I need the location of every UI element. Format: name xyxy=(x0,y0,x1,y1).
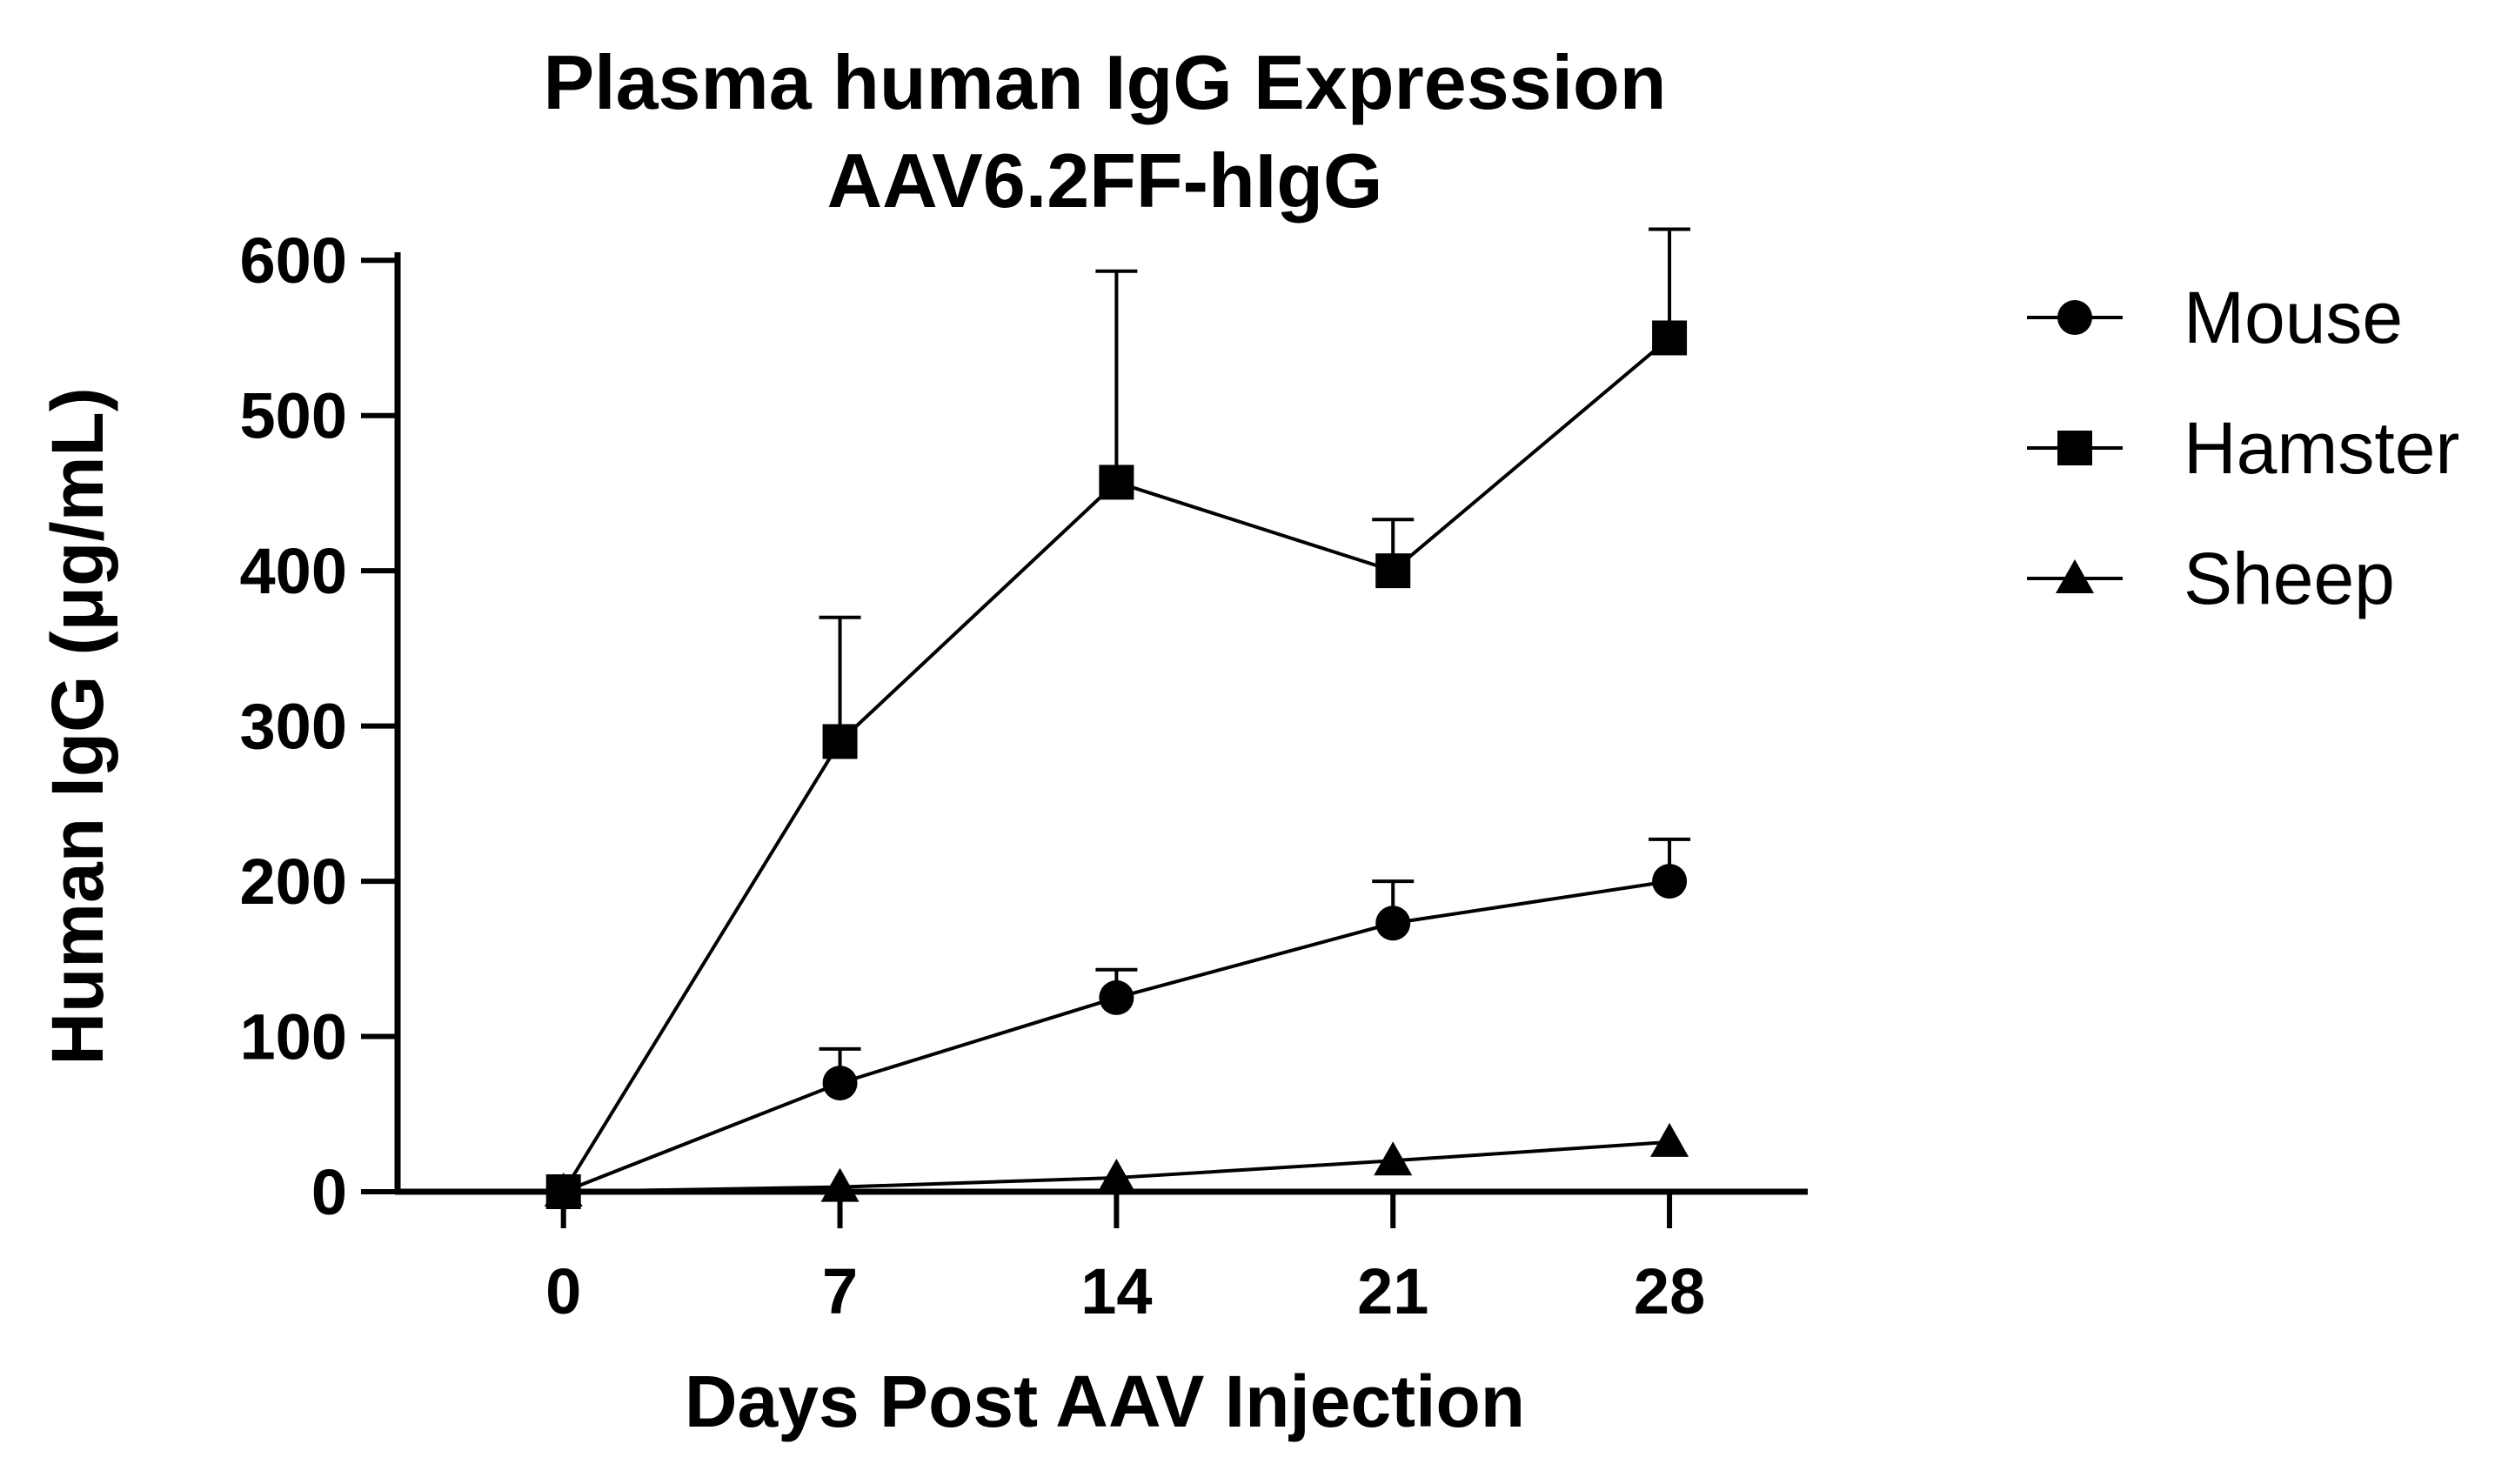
mouse-data-point xyxy=(1099,979,1134,1015)
y-tick-label: 400 xyxy=(240,535,347,607)
sheep-data-point xyxy=(820,1167,860,1202)
x-axis-label: Days Post AAV Injection xyxy=(685,1360,1525,1442)
legend-mouse-label: Mouse xyxy=(2184,277,2403,358)
chart-title-line-2: AAV6.2FF-hIgG xyxy=(827,137,1383,224)
hamster-data-point xyxy=(1099,465,1134,500)
mouse-data-point xyxy=(822,1066,858,1101)
legend-mouse-marker xyxy=(2057,300,2092,335)
mouse-series-line xyxy=(562,879,1670,1193)
sheep-data-point xyxy=(544,1173,583,1207)
sheep-data-point xyxy=(1097,1158,1136,1193)
hamster-data-point xyxy=(1652,320,1688,356)
hamster-data-point xyxy=(1375,553,1411,589)
x-tick-label: 14 xyxy=(1080,1255,1152,1327)
legend-sheep-label: Sheep xyxy=(2184,538,2395,619)
y-tick-label: 200 xyxy=(240,846,347,918)
y-tick-label: 600 xyxy=(240,224,347,297)
legend-hamster-label: Hamster xyxy=(2184,407,2459,489)
mouse-data-point xyxy=(1652,864,1688,899)
axes: 0 100 200 300 400 500 600 0 7 14 21 28 xyxy=(240,224,1808,1327)
mouse-data-point xyxy=(1375,906,1411,941)
y-tick-label: 0 xyxy=(311,1156,347,1228)
x-tick-label: 0 xyxy=(545,1255,581,1327)
error-bars xyxy=(819,227,1691,1084)
y-tick-label: 300 xyxy=(240,691,347,763)
hamster-data-point xyxy=(822,724,858,759)
y-tick-label: 100 xyxy=(240,1001,347,1073)
y-tick-label: 500 xyxy=(240,380,347,452)
sheep-data-point xyxy=(1374,1141,1413,1176)
chart-title-line-1: Plasma human IgG Expression xyxy=(543,39,1666,125)
series-markers xyxy=(544,320,1689,1209)
legend-sheep-marker xyxy=(2056,559,2094,593)
legend: Mouse Hamster Sheep xyxy=(2027,277,2459,619)
x-tick-label: 21 xyxy=(1357,1255,1428,1327)
y-axis-label: Human IgG (μg/mL) xyxy=(37,387,118,1065)
x-tick-label: 7 xyxy=(822,1255,858,1327)
sheep-data-point xyxy=(1650,1122,1689,1157)
legend-hamster-marker xyxy=(2057,431,2092,465)
x-tick-label: 28 xyxy=(1634,1255,1705,1327)
